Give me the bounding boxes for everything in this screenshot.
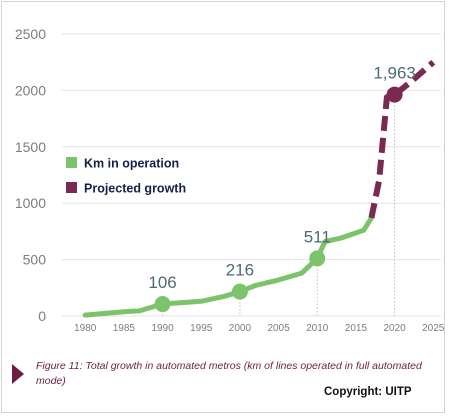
- data-label: 106: [148, 273, 176, 292]
- y-tick-label: 2000: [15, 82, 46, 98]
- x-tick-label: 1995: [190, 323, 213, 334]
- data-point: [386, 86, 403, 103]
- legend-swatch: [66, 182, 77, 193]
- y-tick-label: 0: [38, 308, 46, 324]
- y-tick-label: 500: [23, 252, 47, 268]
- caption-arrow: [12, 364, 24, 384]
- y-tick-label: 1000: [15, 195, 46, 211]
- data-point: [231, 283, 248, 300]
- data-label: 216: [226, 261, 254, 280]
- x-tick-label: 1985: [113, 323, 136, 334]
- x-tick-label: 1980: [74, 323, 97, 334]
- y-tick-label: 2500: [15, 26, 46, 42]
- x-tick-label: 2000: [229, 323, 252, 334]
- y-tick-label: 1500: [15, 139, 46, 155]
- series-line-1: [368, 59, 436, 219]
- x-tick-label: 2005: [267, 323, 290, 334]
- data-label: 511: [304, 227, 331, 246]
- data-label: 1,963: [373, 64, 416, 83]
- figure-caption: Figure 11: Total growth in automated met…: [36, 360, 422, 387]
- x-tick-label: 2025: [422, 323, 445, 334]
- series-line-0: [82, 215, 374, 318]
- x-tick-label: 1990: [151, 323, 174, 334]
- data-point: [309, 250, 326, 267]
- x-tick-label: 2015: [345, 323, 368, 334]
- x-tick-label: 2020: [383, 323, 406, 334]
- legend-swatch: [66, 157, 77, 168]
- data-point: [154, 296, 171, 313]
- legend-label: Km in operation: [84, 157, 179, 171]
- copyright-notice: Copyright: UITP: [324, 386, 412, 398]
- x-tick-label: 2010: [306, 323, 329, 334]
- legend-label: Projected growth: [84, 182, 186, 196]
